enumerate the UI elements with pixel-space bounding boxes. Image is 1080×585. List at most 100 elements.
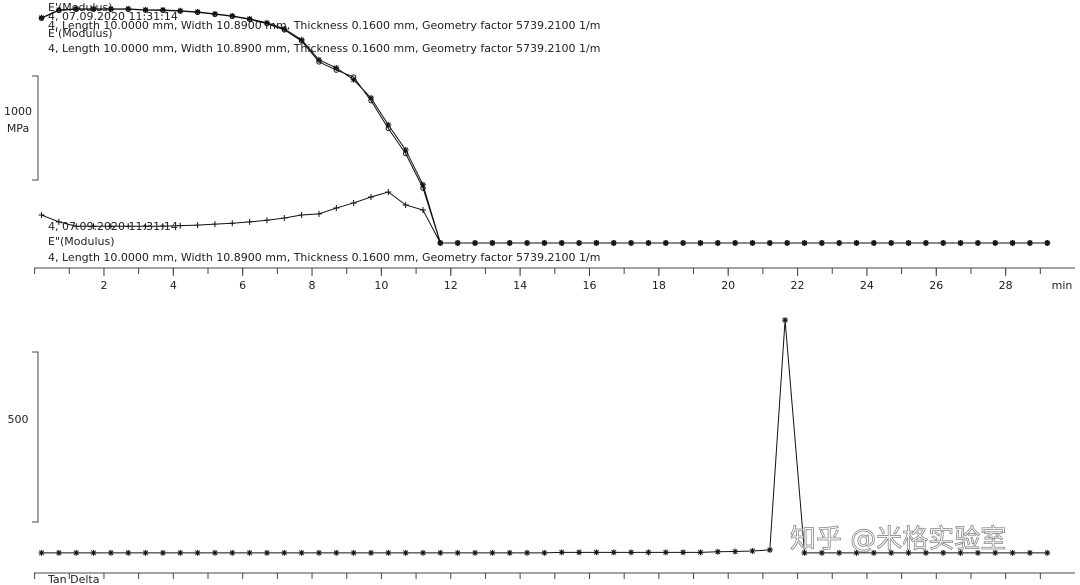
- marker: [263, 549, 270, 556]
- marker: [732, 548, 739, 555]
- marker: [576, 239, 583, 246]
- marker: [350, 76, 357, 83]
- watermark: 知乎 @米格实验室: [790, 525, 1006, 555]
- marker: [645, 549, 652, 556]
- marker: [246, 549, 253, 556]
- marker: [836, 239, 843, 246]
- marker: [263, 19, 270, 26]
- legend-label: E'(Modulus): [48, 27, 113, 40]
- marker: [315, 549, 322, 556]
- x-tick-label: 12: [444, 279, 458, 292]
- marker: [212, 11, 218, 18]
- marker: [211, 549, 218, 556]
- marker: [90, 549, 97, 556]
- marker: [420, 181, 427, 188]
- marker: [992, 239, 999, 246]
- marker: [73, 549, 80, 556]
- marker: [593, 549, 600, 556]
- marker: [264, 20, 270, 27]
- marker: [558, 239, 565, 246]
- marker: [940, 549, 947, 556]
- marker: [749, 239, 756, 246]
- marker: [992, 549, 999, 556]
- marker: [645, 239, 652, 246]
- marker: [888, 239, 895, 246]
- marker: [281, 27, 287, 33]
- marker: [1044, 549, 1051, 556]
- y-tick-label: 1000: [4, 105, 32, 118]
- marker: [350, 74, 357, 80]
- marker: [246, 16, 253, 23]
- marker: [125, 549, 132, 556]
- marker: [593, 239, 600, 246]
- marker: [333, 549, 340, 556]
- marker: [853, 549, 860, 556]
- legend-geometry: 4, Length 10.0000 mm, Width 10.8900 mm, …: [48, 42, 600, 55]
- marker: [420, 185, 426, 191]
- marker: [489, 239, 496, 246]
- marker: [506, 549, 513, 556]
- marker: [801, 549, 808, 556]
- series-label: Tan Delta: [47, 573, 99, 585]
- marker: [420, 549, 427, 556]
- marker: [142, 223, 149, 230]
- marker: [368, 97, 374, 104]
- marker: [385, 125, 392, 132]
- marker: [159, 6, 166, 13]
- marker: [402, 150, 409, 157]
- marker: [159, 223, 166, 230]
- marker: [402, 146, 409, 153]
- marker: [125, 6, 131, 12]
- marker: [957, 239, 964, 246]
- marker: [420, 207, 427, 214]
- marker: [333, 205, 340, 212]
- x-tick-label: 16: [582, 279, 596, 292]
- marker: [506, 239, 513, 246]
- legend-geometry: 4, Length 10.0000 mm, Width 10.8900 mm, …: [48, 251, 600, 264]
- marker: [940, 239, 947, 246]
- marker: [367, 193, 374, 200]
- x-tick-label: 28: [999, 279, 1013, 292]
- marker: [1026, 549, 1033, 556]
- y-axis: [32, 351, 39, 523]
- x-tick-label: 8: [309, 279, 316, 292]
- marker: [454, 549, 461, 556]
- marker: [56, 7, 62, 14]
- x-axis-label: min: [1052, 279, 1073, 292]
- marker: [229, 12, 236, 19]
- marker: [472, 239, 479, 246]
- marker: [38, 15, 45, 21]
- marker: [541, 239, 548, 246]
- marker: [1009, 239, 1016, 246]
- marker: [628, 549, 635, 556]
- x-tick-label: 22: [791, 279, 805, 292]
- marker: [888, 549, 895, 556]
- marker: [402, 201, 409, 208]
- y-tick-label: 500: [8, 413, 29, 426]
- marker: [680, 549, 687, 556]
- x-tick-label: 20: [721, 279, 735, 292]
- marker: [229, 13, 235, 20]
- marker: [298, 212, 305, 219]
- marker: [714, 239, 721, 246]
- series-line: [41, 320, 1048, 554]
- marker: [55, 6, 62, 13]
- marker: [766, 239, 773, 246]
- marker: [610, 549, 617, 556]
- marker: [55, 218, 62, 225]
- marker: [749, 547, 756, 554]
- marker: [281, 25, 288, 32]
- series-line: [41, 191, 1048, 244]
- x-tick-label: 6: [239, 279, 246, 292]
- marker: [316, 59, 322, 65]
- marker: [350, 199, 357, 206]
- marker: [922, 549, 929, 556]
- marker: [818, 549, 825, 556]
- marker: [732, 239, 739, 246]
- legend-label: E"(Modulus): [48, 235, 115, 248]
- marker: [385, 549, 392, 556]
- y-axis-label: MPa: [7, 122, 29, 135]
- marker: [782, 317, 789, 324]
- marker: [1044, 239, 1051, 246]
- marker: [177, 8, 183, 14]
